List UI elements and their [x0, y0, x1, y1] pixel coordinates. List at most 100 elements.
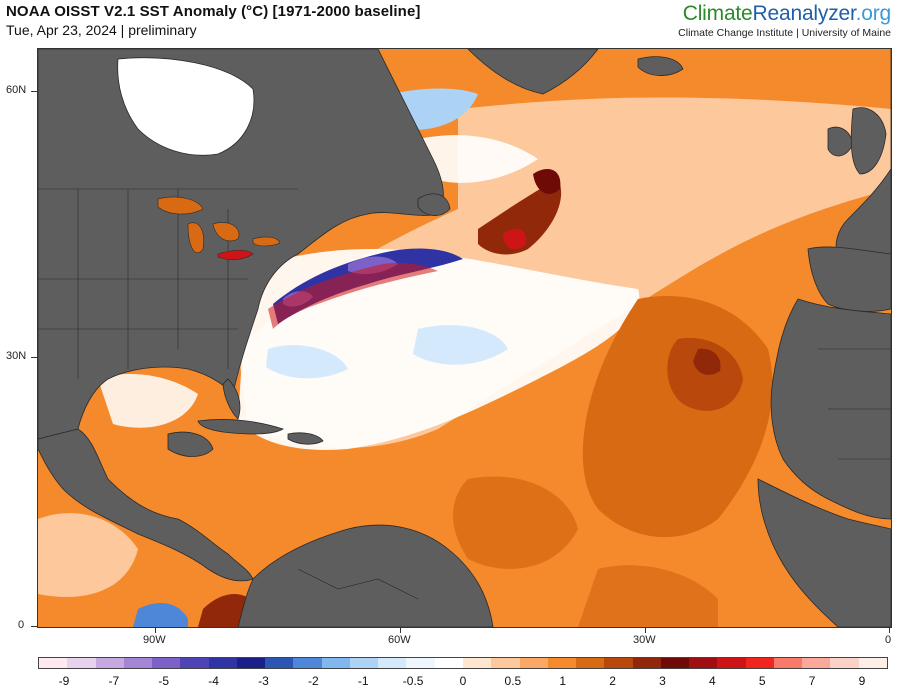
lon-label-30w: 30W — [633, 634, 656, 646]
colorbar-swatch — [830, 658, 859, 668]
colorbar-tick-label: 5 — [758, 674, 766, 688]
colorbar-swatch — [491, 658, 520, 668]
colorbar-swatch — [547, 658, 577, 668]
colorbar-swatch — [717, 658, 746, 668]
colorbar-swatch — [321, 658, 350, 668]
lon-tick-0 — [889, 627, 890, 633]
north-america — [38, 49, 444, 440]
greenland — [467, 49, 599, 95]
gulf-neutral — [98, 374, 198, 428]
hot-core-north — [533, 169, 561, 194]
sst-anomaly-map — [37, 48, 892, 628]
hudson-bay — [117, 57, 255, 156]
colorbar — [38, 657, 888, 669]
colorbar-swatch — [67, 658, 96, 668]
colorbar-tick-label: -5 — [158, 674, 170, 688]
colorbar-swatch — [293, 658, 322, 668]
state-borders-h — [38, 278, 248, 330]
extreme-spot — [503, 228, 527, 250]
brand-logo[interactable]: ClimateReanalyzer.org — [678, 2, 891, 26]
colorbar-swatch — [208, 658, 237, 668]
lat-tick-60n — [31, 91, 37, 92]
gulf-stream-warm-edge — [268, 262, 438, 329]
lon-tick-30w — [645, 627, 646, 633]
newfoundland — [417, 193, 451, 216]
brand-logo-part2: Reanalyzer — [752, 2, 856, 25]
colorbar-swatch — [349, 658, 379, 668]
warm-dark-tropics — [453, 476, 578, 569]
colorbar-tick-label: -2 — [308, 674, 319, 688]
colorbar-swatch — [434, 658, 463, 668]
colorbar-tick-label: 2 — [609, 674, 616, 688]
lon-tick-90w — [155, 627, 156, 633]
colorbar-swatch — [660, 658, 690, 668]
great-lakes — [157, 196, 281, 260]
lon-label-0: 0 — [885, 634, 892, 646]
lon-label-60w: 60W — [388, 634, 411, 646]
colorbar-swatch — [180, 658, 209, 668]
colorbar-tick-label: -7 — [108, 674, 120, 688]
colorbar-swatch — [39, 658, 68, 668]
colorbar-swatch — [632, 658, 661, 668]
lake-superior — [157, 196, 204, 215]
brand-block: ClimateReanalyzer.org Climate Change Ins… — [678, 2, 891, 39]
lon-tick-60w — [400, 627, 401, 633]
brand-logo-part3: .org — [855, 2, 892, 25]
colorbar-tick-label: 0 — [459, 674, 467, 688]
lake-huron — [212, 222, 240, 242]
colorbar-swatch — [689, 658, 718, 668]
lat-label-30n: 30N — [6, 350, 27, 362]
colorbar-swatch — [265, 658, 294, 668]
colorbar-swatch — [95, 658, 124, 668]
colorbar-tick-label: -3 — [258, 674, 269, 688]
colorbar-swatch — [773, 658, 803, 668]
cuba — [197, 419, 284, 435]
colorbar-swatch — [858, 658, 887, 668]
land-masses — [38, 49, 891, 627]
colorbar-swatch — [462, 658, 492, 668]
cool-patch-mid — [413, 325, 508, 365]
colorbar-swatch — [745, 658, 774, 668]
colorbar-tick-label: 1 — [559, 674, 567, 688]
colorbar-tick-label: -0.5 — [402, 674, 424, 688]
colorbar-swatch — [123, 658, 153, 668]
hot-spot-north — [478, 179, 562, 255]
colorbar-tick-label: 9 — [858, 674, 866, 688]
colorbar-labels: -9 -7 -5 -4 -3 -2 -1 -0.5 0 0.5 1 2 3 4 5 7 9 — [38, 674, 888, 690]
cool-patch-west — [266, 345, 348, 379]
great-britain — [850, 107, 887, 175]
colorbar-swatch — [378, 658, 407, 668]
lat-tick-0 — [31, 626, 37, 627]
colorbar-tick-label: 7 — [808, 674, 816, 688]
africa-gulf-guinea — [757, 478, 891, 627]
colorbar-tick-label: 0.5 — [504, 674, 522, 688]
brand-logo-part1: Climate — [682, 2, 753, 25]
lat-label-0: 0 — [18, 619, 25, 631]
colorbar-swatch — [236, 658, 266, 668]
political-borders — [38, 188, 891, 600]
colorbar-swatch — [802, 658, 831, 668]
hispaniola — [287, 432, 324, 445]
colorbar-tick-label: 3 — [659, 674, 666, 688]
lat-tick-30n — [31, 357, 37, 358]
brand-org-line: Climate Change Institute | University of… — [678, 27, 891, 39]
colorbar-swatch — [576, 658, 605, 668]
hot-core-east — [693, 348, 721, 375]
colorbar-tick-label: -4 — [208, 674, 219, 688]
map-title: NOAA OISST V2.1 SST Anomaly (°C) [1971-2… — [6, 3, 421, 20]
colorbar-tick-label: 4 — [709, 674, 716, 688]
colorbar-swatch — [519, 658, 548, 668]
yucatan — [167, 431, 214, 457]
south-america — [237, 524, 494, 627]
cool-patch-pacific — [133, 603, 188, 627]
lake-ontario — [252, 236, 281, 247]
florida — [222, 378, 241, 420]
colorbar-swatch — [604, 658, 633, 668]
map-subtitle: Tue, Apr 23, 2024 | preliminary — [6, 22, 197, 38]
map-canvas — [38, 49, 891, 627]
labrador-neutral — [418, 135, 538, 183]
africa-borders — [818, 348, 891, 460]
colorbar-swatch — [406, 658, 435, 668]
lat-label-60n: 60N — [6, 84, 27, 96]
iceland — [637, 56, 684, 76]
